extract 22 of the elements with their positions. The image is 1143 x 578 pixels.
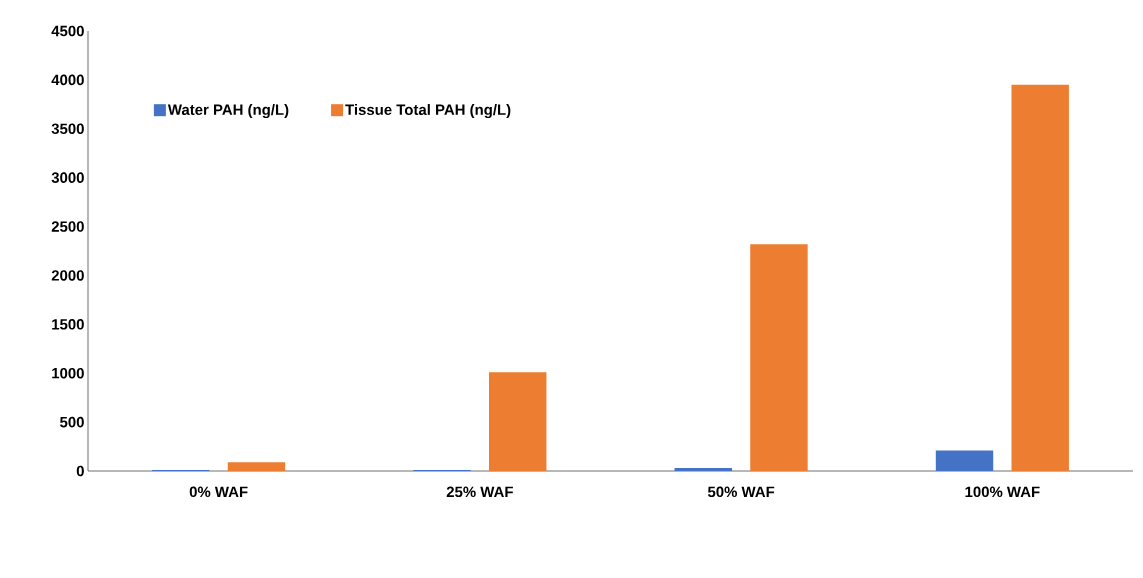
x-tick-label: 50% WAF bbox=[707, 486, 775, 498]
bar bbox=[1011, 84, 1069, 471]
y-tick-label: 4000 bbox=[51, 74, 84, 86]
y-tick-label: 3500 bbox=[51, 123, 84, 135]
legend-label: Water PAH (ng/L) bbox=[167, 104, 289, 119]
bar bbox=[935, 450, 994, 471]
y-tick-label: 2500 bbox=[51, 221, 84, 232]
y-tick-label: 500 bbox=[60, 416, 84, 428]
bar bbox=[489, 372, 547, 471]
bar bbox=[674, 468, 732, 471]
x-tick-label: 25% WAF bbox=[446, 486, 513, 498]
y-tick-label: 4500 bbox=[51, 25, 84, 37]
y-tick-label: 1000 bbox=[52, 367, 84, 379]
bar bbox=[750, 244, 808, 471]
y-tick-label: 2000 bbox=[51, 270, 84, 281]
legend-label: Tissue Total PAH (ng/L) bbox=[345, 104, 511, 119]
x-tick-label: 100% WAF bbox=[965, 486, 1040, 498]
y-tick-label: 3000 bbox=[51, 172, 84, 183]
y-tick-label: 0 bbox=[76, 465, 84, 477]
y-tick-label: 1500 bbox=[52, 319, 84, 330]
x-tick-label: 0% WAF bbox=[189, 486, 248, 498]
bar bbox=[227, 462, 286, 471]
